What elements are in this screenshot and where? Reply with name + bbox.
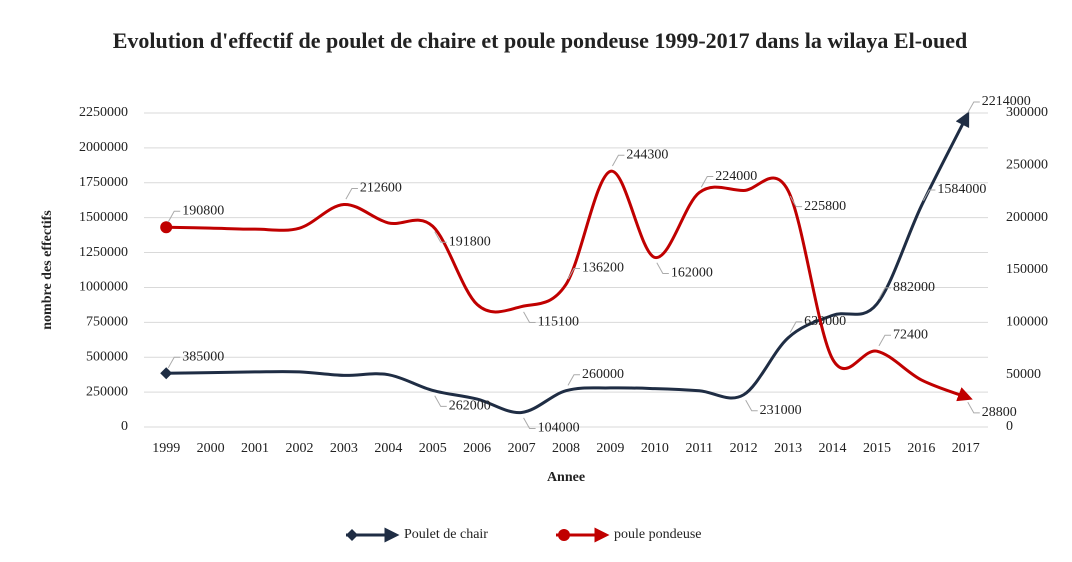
label-leader bbox=[878, 334, 891, 347]
data-label: 882000 bbox=[893, 280, 935, 295]
x-tick-label: 2008 bbox=[552, 441, 580, 456]
y-tick-label: 250000 bbox=[86, 384, 128, 399]
y-tick-label: 0 bbox=[121, 419, 128, 434]
data-label: 262000 bbox=[449, 399, 491, 414]
y-tick-label: 500000 bbox=[86, 349, 128, 364]
data-label: 136200 bbox=[582, 261, 624, 276]
x-tick-label: 2013 bbox=[774, 441, 802, 456]
y2-tick-label: 50000 bbox=[1006, 367, 1041, 382]
data-label: 224000 bbox=[715, 169, 757, 184]
label-leader bbox=[434, 395, 447, 407]
x-tick-label: 2011 bbox=[686, 441, 713, 456]
legend-marker bbox=[558, 529, 570, 541]
x-tick-label: 2010 bbox=[641, 441, 669, 456]
label-leader bbox=[745, 399, 758, 412]
label-leader bbox=[789, 195, 803, 208]
x-tick-label: 2007 bbox=[508, 441, 536, 456]
data-label: 385000 bbox=[182, 349, 224, 364]
label-leader bbox=[523, 417, 536, 429]
label-leader bbox=[345, 187, 358, 200]
y2-tick-label: 150000 bbox=[1006, 262, 1048, 277]
data-label: 260000 bbox=[582, 367, 624, 382]
x-tick-label: 2009 bbox=[596, 441, 624, 456]
label-leader bbox=[611, 154, 625, 167]
y-tick-label: 1750000 bbox=[79, 175, 128, 190]
label-leader bbox=[922, 189, 936, 201]
x-tick-label: 2001 bbox=[241, 441, 269, 456]
label-leader bbox=[167, 210, 181, 223]
label-leader bbox=[967, 401, 980, 414]
series-line bbox=[166, 169, 973, 402]
x-tick-label: 1999 bbox=[152, 441, 180, 456]
label-leader bbox=[167, 356, 181, 369]
data-label: 162000 bbox=[671, 266, 713, 281]
label-leader bbox=[567, 267, 580, 280]
label-leader bbox=[567, 374, 580, 386]
x-tick-label: 2012 bbox=[730, 441, 758, 456]
label-leader bbox=[434, 231, 447, 243]
start-marker bbox=[160, 221, 173, 234]
y-tick-label: 1250000 bbox=[79, 245, 128, 260]
x-tick-label: 2015 bbox=[863, 441, 891, 456]
x-tick-label: 2016 bbox=[907, 441, 935, 456]
data-label: 28800 bbox=[982, 405, 1017, 420]
data-label: 190800 bbox=[182, 204, 224, 219]
label-leader bbox=[656, 262, 669, 274]
x-tick-label: 2000 bbox=[197, 441, 225, 456]
y2-tick-label: 0 bbox=[1006, 419, 1013, 434]
label-leader bbox=[967, 101, 980, 113]
x-tick-label: 2017 bbox=[952, 441, 980, 456]
y2-tick-label: 100000 bbox=[1006, 315, 1048, 330]
x-tick-label: 2014 bbox=[819, 441, 847, 456]
data-label: 2214000 bbox=[982, 94, 1031, 109]
label-leader bbox=[700, 176, 714, 188]
y-tick-label: 1500000 bbox=[79, 210, 128, 225]
y2-tick-label: 250000 bbox=[1006, 158, 1048, 173]
y2-tick-label: 200000 bbox=[1006, 210, 1048, 225]
label-leader bbox=[789, 321, 803, 333]
label-leader bbox=[523, 311, 536, 324]
data-label: 212600 bbox=[360, 181, 402, 196]
label-leader bbox=[878, 287, 891, 299]
x-axis-label: Annee bbox=[547, 470, 585, 485]
chart-title: Evolution d'effectif de poulet de chaire… bbox=[112, 28, 968, 53]
x-tick-label: 2004 bbox=[374, 441, 402, 456]
legend-marker bbox=[346, 529, 358, 541]
legend-label: Poulet de chair bbox=[404, 527, 488, 542]
data-label: 244300 bbox=[626, 148, 668, 163]
y-tick-label: 750000 bbox=[86, 315, 128, 330]
data-label: 72400 bbox=[893, 327, 928, 342]
data-label: 115100 bbox=[538, 315, 579, 330]
data-label: 231000 bbox=[760, 403, 802, 418]
x-tick-label: 2002 bbox=[285, 441, 313, 456]
data-label: 1584000 bbox=[937, 182, 986, 197]
data-label: 191800 bbox=[449, 234, 491, 249]
start-marker bbox=[160, 367, 173, 380]
y-tick-label: 1000000 bbox=[79, 280, 128, 295]
y-tick-label: 2000000 bbox=[79, 140, 128, 155]
x-tick-label: 2003 bbox=[330, 441, 358, 456]
x-tick-label: 2006 bbox=[463, 441, 491, 456]
y-axis-label: nombre des effectifs bbox=[40, 210, 55, 330]
y-tick-label: 2250000 bbox=[79, 105, 128, 120]
legend-label: poule pondeuse bbox=[614, 527, 701, 542]
data-label: 225800 bbox=[804, 199, 846, 214]
series-line bbox=[166, 111, 970, 414]
y2-tick-label: 300000 bbox=[1006, 105, 1048, 120]
x-tick-label: 2005 bbox=[419, 441, 447, 456]
data-label: 639000 bbox=[804, 314, 846, 329]
data-label: 104000 bbox=[538, 421, 580, 436]
